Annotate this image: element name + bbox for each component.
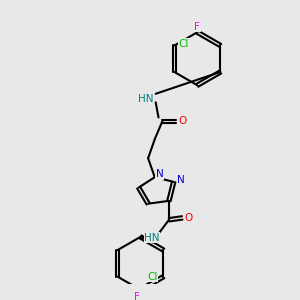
Text: N: N — [156, 169, 163, 179]
Text: F: F — [134, 292, 140, 300]
Text: O: O — [185, 213, 193, 223]
Text: HN: HN — [144, 233, 160, 243]
Text: F: F — [194, 22, 200, 32]
Text: Cl: Cl — [147, 272, 157, 282]
Text: O: O — [178, 116, 186, 126]
Text: Cl: Cl — [179, 39, 189, 49]
Text: N: N — [177, 175, 185, 185]
Text: HN: HN — [137, 94, 153, 103]
